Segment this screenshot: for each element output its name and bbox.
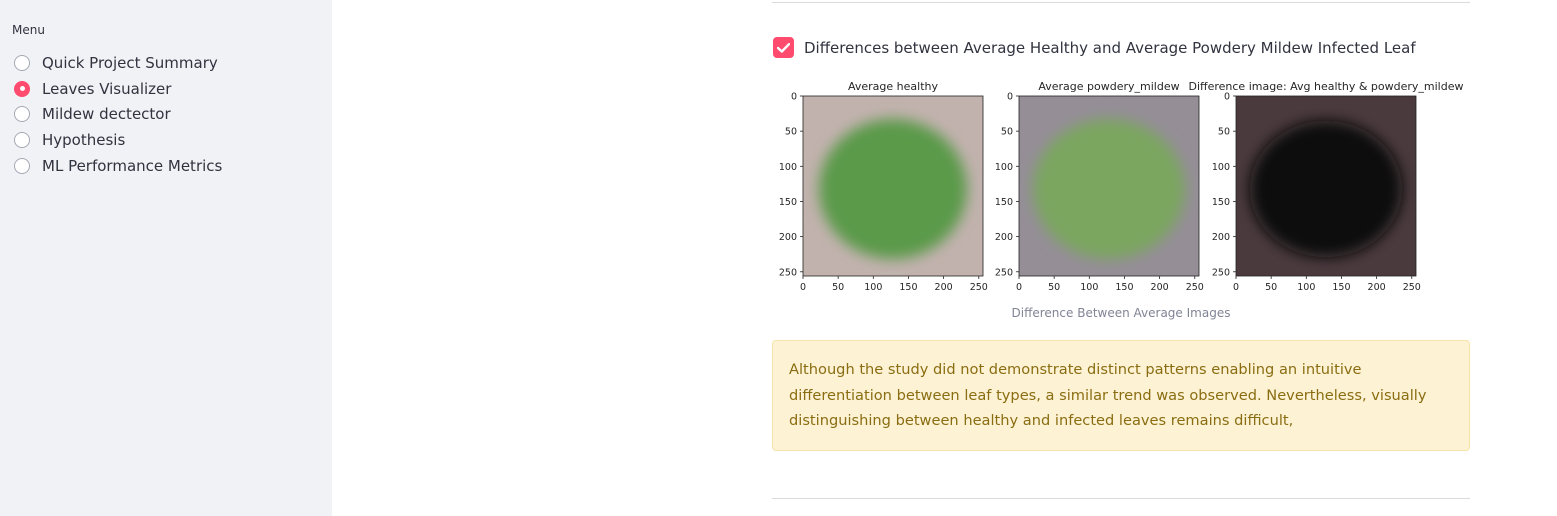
- x-tick-label: 50: [1048, 282, 1060, 293]
- checkbox-checked-icon[interactable]: [773, 37, 794, 58]
- menu-item-quick-project-summary[interactable]: Quick Project Summary: [14, 50, 222, 76]
- warning-alert: Although the study did not demonstrate d…: [772, 340, 1470, 451]
- x-tick-label: 100: [1080, 282, 1098, 293]
- x-tick-label: 200: [935, 282, 953, 293]
- x-tick-label: 50: [832, 282, 844, 293]
- average-healthy-image: [803, 96, 983, 276]
- menu-item-label: ML Performance Metrics: [42, 156, 223, 175]
- menu-item-label: Quick Project Summary: [42, 53, 218, 72]
- y-tick-label: 100: [1212, 162, 1230, 173]
- sidebar: Menu Quick Project Summary Leaves Visual…: [0, 0, 332, 516]
- y-tick-label: 50: [1218, 127, 1230, 138]
- menu-item-hypothesis[interactable]: Hypothesis: [14, 127, 222, 153]
- x-tick-label: 150: [1332, 282, 1350, 293]
- y-tick-label: 50: [1001, 127, 1013, 138]
- x-tick-label: 50: [1265, 282, 1277, 293]
- diff-checkbox[interactable]: Differences between Average Healthy and …: [773, 37, 1416, 58]
- y-tick-label: 150: [779, 197, 797, 208]
- x-tick-label: 250: [970, 282, 988, 293]
- y-tick-label: 0: [1224, 92, 1230, 103]
- y-tick-label: 0: [1007, 92, 1013, 103]
- checkbox-label: Differences between Average Healthy and …: [804, 38, 1416, 57]
- x-tick-label: 150: [899, 282, 917, 293]
- x-tick-label: 0: [800, 282, 806, 293]
- y-tick-label: 100: [995, 162, 1013, 173]
- y-tick-label: 200: [1212, 232, 1230, 243]
- y-tick-label: 200: [995, 232, 1013, 243]
- radio-checked-icon[interactable]: [14, 80, 30, 97]
- y-tick-label: 50: [785, 127, 797, 138]
- x-tick-label: 150: [1115, 282, 1133, 293]
- radio-unchecked-icon[interactable]: [14, 106, 30, 123]
- menu-item-label: Mildew dectector: [42, 105, 171, 124]
- y-tick-label: 250: [779, 267, 797, 278]
- menu-label: Menu: [12, 23, 45, 37]
- top-divider: [772, 2, 1470, 3]
- average-images-figure: Average healthy Average powdery_mildew D…: [779, 80, 1464, 294]
- warning-text: Although the study did not demonstrate d…: [789, 361, 1427, 430]
- x-tick-label: 100: [864, 282, 882, 293]
- y-tick-label: 200: [779, 232, 797, 243]
- bottom-divider: [772, 498, 1470, 499]
- figure-caption: Difference Between Average Images: [1011, 306, 1231, 320]
- radio-unchecked-icon[interactable]: [14, 157, 30, 174]
- x-tick-label: 0: [1016, 282, 1022, 293]
- axes-frame: [802, 95, 984, 277]
- x-tick-label: 0: [1233, 282, 1239, 293]
- axes-frame: [1018, 95, 1200, 277]
- menu-item-leaves-visualizer[interactable]: Leaves Visualizer: [14, 76, 222, 102]
- menu-item-label: Hypothesis: [42, 130, 126, 149]
- average-powdery-mildew-image: [1019, 96, 1199, 276]
- panel-title-powdery-mildew: Average powdery_mildew: [1038, 80, 1179, 93]
- axis-ticks: 0050501001001501502002002502500050501001…: [779, 92, 1421, 294]
- panel-title-healthy: Average healthy: [848, 80, 938, 93]
- menu-radio-group: Quick Project Summary Leaves Visualizer …: [14, 50, 222, 178]
- x-tick-label: 200: [1368, 282, 1386, 293]
- axes-frame: [1235, 95, 1417, 277]
- x-tick-label: 200: [1151, 282, 1169, 293]
- y-tick-label: 0: [791, 92, 797, 103]
- panel-title-difference: Difference image: Avg healthy & powdery_…: [1188, 80, 1463, 93]
- y-tick-label: 150: [1212, 197, 1230, 208]
- y-tick-label: 150: [995, 197, 1013, 208]
- menu-item-ml-performance-metrics[interactable]: ML Performance Metrics: [14, 153, 222, 179]
- y-tick-label: 250: [995, 267, 1013, 278]
- x-tick-label: 100: [1297, 282, 1315, 293]
- difference-image: [1236, 96, 1416, 276]
- radio-unchecked-icon[interactable]: [14, 54, 30, 71]
- menu-item-mildew-detector[interactable]: Mildew dectector: [14, 101, 222, 127]
- x-tick-label: 250: [1403, 282, 1421, 293]
- radio-unchecked-icon[interactable]: [14, 131, 30, 148]
- y-tick-label: 250: [1212, 267, 1230, 278]
- menu-item-label: Leaves Visualizer: [42, 79, 172, 98]
- x-tick-label: 250: [1186, 282, 1204, 293]
- y-tick-label: 100: [779, 162, 797, 173]
